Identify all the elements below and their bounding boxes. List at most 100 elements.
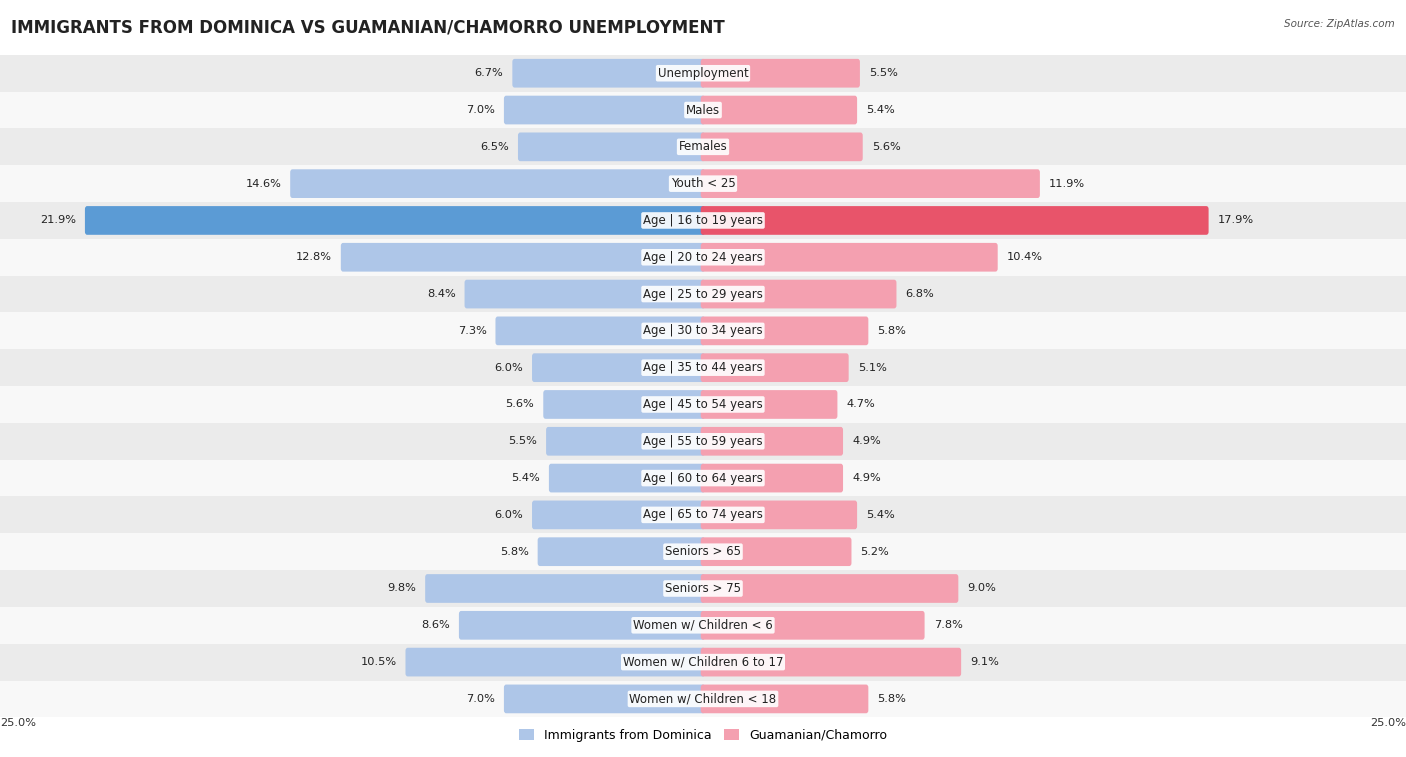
FancyBboxPatch shape — [700, 390, 838, 419]
Text: Seniors > 75: Seniors > 75 — [665, 582, 741, 595]
Text: 5.1%: 5.1% — [858, 363, 887, 372]
FancyBboxPatch shape — [543, 390, 706, 419]
Bar — [0, 497, 1406, 533]
FancyBboxPatch shape — [700, 59, 860, 88]
FancyBboxPatch shape — [700, 279, 897, 308]
Text: Age | 45 to 54 years: Age | 45 to 54 years — [643, 398, 763, 411]
Text: 5.8%: 5.8% — [499, 547, 529, 556]
Text: 8.4%: 8.4% — [427, 289, 456, 299]
Text: Age | 35 to 44 years: Age | 35 to 44 years — [643, 361, 763, 374]
Text: Age | 30 to 34 years: Age | 30 to 34 years — [643, 324, 763, 338]
Text: Age | 60 to 64 years: Age | 60 to 64 years — [643, 472, 763, 484]
FancyBboxPatch shape — [700, 611, 925, 640]
Bar — [0, 570, 1406, 607]
Text: 8.6%: 8.6% — [422, 620, 450, 631]
FancyBboxPatch shape — [700, 500, 858, 529]
Text: 5.6%: 5.6% — [506, 400, 534, 410]
FancyBboxPatch shape — [700, 574, 959, 603]
Text: 5.5%: 5.5% — [508, 436, 537, 447]
Text: 5.5%: 5.5% — [869, 68, 898, 78]
Text: 5.8%: 5.8% — [877, 326, 907, 336]
FancyBboxPatch shape — [700, 132, 863, 161]
Text: 6.7%: 6.7% — [475, 68, 503, 78]
Text: 7.0%: 7.0% — [465, 105, 495, 115]
Bar — [0, 459, 1406, 497]
FancyBboxPatch shape — [700, 537, 852, 566]
Text: 7.0%: 7.0% — [465, 694, 495, 704]
FancyBboxPatch shape — [340, 243, 706, 272]
Text: 6.8%: 6.8% — [905, 289, 934, 299]
FancyBboxPatch shape — [700, 354, 849, 382]
FancyBboxPatch shape — [700, 95, 858, 124]
FancyBboxPatch shape — [700, 316, 869, 345]
FancyBboxPatch shape — [700, 684, 869, 713]
Bar — [0, 386, 1406, 423]
Text: 12.8%: 12.8% — [295, 252, 332, 262]
FancyBboxPatch shape — [458, 611, 706, 640]
Text: 6.0%: 6.0% — [495, 363, 523, 372]
Text: Seniors > 65: Seniors > 65 — [665, 545, 741, 558]
Text: Unemployment: Unemployment — [658, 67, 748, 79]
Legend: Immigrants from Dominica, Guamanian/Chamorro: Immigrants from Dominica, Guamanian/Cham… — [515, 724, 891, 747]
Text: 9.1%: 9.1% — [970, 657, 1000, 667]
FancyBboxPatch shape — [700, 427, 844, 456]
Text: 11.9%: 11.9% — [1049, 179, 1085, 188]
FancyBboxPatch shape — [537, 537, 706, 566]
Text: Age | 55 to 59 years: Age | 55 to 59 years — [643, 435, 763, 448]
FancyBboxPatch shape — [546, 427, 706, 456]
FancyBboxPatch shape — [700, 243, 998, 272]
Text: Age | 65 to 74 years: Age | 65 to 74 years — [643, 509, 763, 522]
Text: 10.4%: 10.4% — [1007, 252, 1043, 262]
FancyBboxPatch shape — [464, 279, 706, 308]
Text: 5.6%: 5.6% — [872, 142, 900, 152]
Text: 7.8%: 7.8% — [934, 620, 963, 631]
FancyBboxPatch shape — [517, 132, 706, 161]
FancyBboxPatch shape — [700, 206, 1209, 235]
Text: Source: ZipAtlas.com: Source: ZipAtlas.com — [1284, 19, 1395, 29]
Text: Age | 25 to 29 years: Age | 25 to 29 years — [643, 288, 763, 301]
Bar — [0, 92, 1406, 129]
FancyBboxPatch shape — [700, 464, 844, 493]
Bar — [0, 202, 1406, 239]
Text: Age | 20 to 24 years: Age | 20 to 24 years — [643, 251, 763, 263]
Text: 6.5%: 6.5% — [481, 142, 509, 152]
Text: 5.4%: 5.4% — [866, 510, 894, 520]
Text: 17.9%: 17.9% — [1218, 216, 1254, 226]
Text: 25.0%: 25.0% — [0, 718, 37, 728]
FancyBboxPatch shape — [405, 648, 706, 677]
Bar — [0, 129, 1406, 165]
Text: 5.2%: 5.2% — [860, 547, 889, 556]
Bar — [0, 313, 1406, 349]
Text: Females: Females — [679, 140, 727, 154]
Bar — [0, 165, 1406, 202]
Bar — [0, 55, 1406, 92]
Bar — [0, 349, 1406, 386]
Text: 4.7%: 4.7% — [846, 400, 875, 410]
FancyBboxPatch shape — [700, 170, 1040, 198]
FancyBboxPatch shape — [84, 206, 706, 235]
Text: Age | 16 to 19 years: Age | 16 to 19 years — [643, 214, 763, 227]
Text: 9.0%: 9.0% — [967, 584, 997, 593]
Text: 5.4%: 5.4% — [512, 473, 540, 483]
Bar — [0, 423, 1406, 459]
Text: 6.0%: 6.0% — [495, 510, 523, 520]
FancyBboxPatch shape — [503, 95, 706, 124]
FancyBboxPatch shape — [700, 648, 962, 677]
Text: 5.4%: 5.4% — [866, 105, 894, 115]
FancyBboxPatch shape — [531, 354, 706, 382]
FancyBboxPatch shape — [503, 684, 706, 713]
FancyBboxPatch shape — [548, 464, 706, 493]
FancyBboxPatch shape — [495, 316, 706, 345]
Text: 4.9%: 4.9% — [852, 473, 880, 483]
FancyBboxPatch shape — [531, 500, 706, 529]
Text: 10.5%: 10.5% — [360, 657, 396, 667]
FancyBboxPatch shape — [425, 574, 706, 603]
FancyBboxPatch shape — [290, 170, 706, 198]
Text: IMMIGRANTS FROM DOMINICA VS GUAMANIAN/CHAMORRO UNEMPLOYMENT: IMMIGRANTS FROM DOMINICA VS GUAMANIAN/CH… — [11, 19, 725, 37]
Bar — [0, 607, 1406, 643]
Bar — [0, 533, 1406, 570]
Text: 25.0%: 25.0% — [1369, 718, 1406, 728]
FancyBboxPatch shape — [512, 59, 706, 88]
Text: Women w/ Children < 18: Women w/ Children < 18 — [630, 693, 776, 706]
Text: 14.6%: 14.6% — [245, 179, 281, 188]
